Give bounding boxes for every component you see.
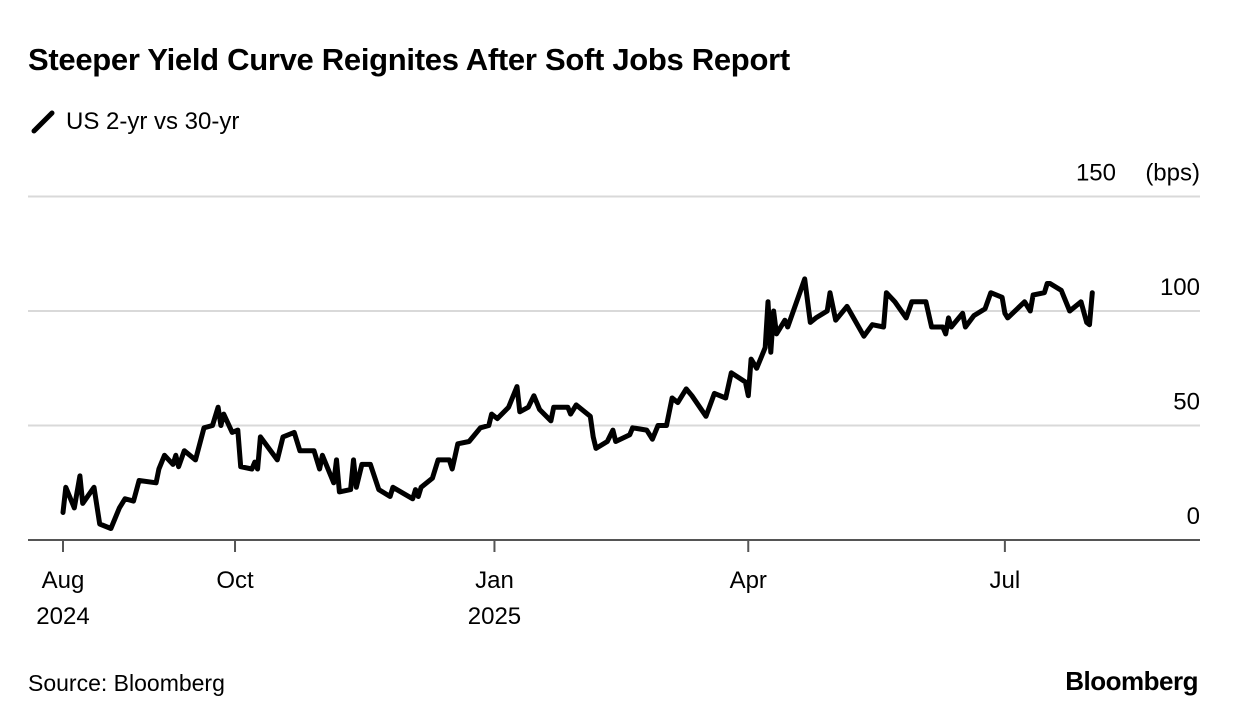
x-tick-year: 2024: [36, 603, 89, 630]
y-unit-label: (bps): [1145, 160, 1200, 187]
x-tick-year: 2025: [468, 603, 521, 630]
bloomberg-logo: Bloomberg: [1065, 666, 1198, 696]
y-tick-label: 100: [1160, 274, 1200, 301]
x-tick-label: Aug: [42, 567, 85, 594]
chart-title: Steeper Yield Curve Reignites After Soft…: [28, 42, 790, 77]
x-tick-label: Jan: [475, 567, 514, 594]
y-tick-label: 150: [1076, 160, 1116, 187]
line-slash-icon: [31, 110, 55, 134]
legend-label: US 2-yr vs 30-yr: [66, 108, 240, 135]
x-tick-label: Oct: [216, 567, 254, 594]
y-tick-label: 0: [1187, 503, 1200, 530]
source-note: Source: Bloomberg: [28, 670, 225, 696]
y-tick-label: 50: [1173, 389, 1200, 416]
series-line: [60, 276, 1095, 531]
legend: US 2-yr vs 30-yr: [30, 108, 239, 136]
x-tick-label: Jul: [990, 567, 1021, 594]
x-tick-label: Apr: [730, 567, 767, 594]
